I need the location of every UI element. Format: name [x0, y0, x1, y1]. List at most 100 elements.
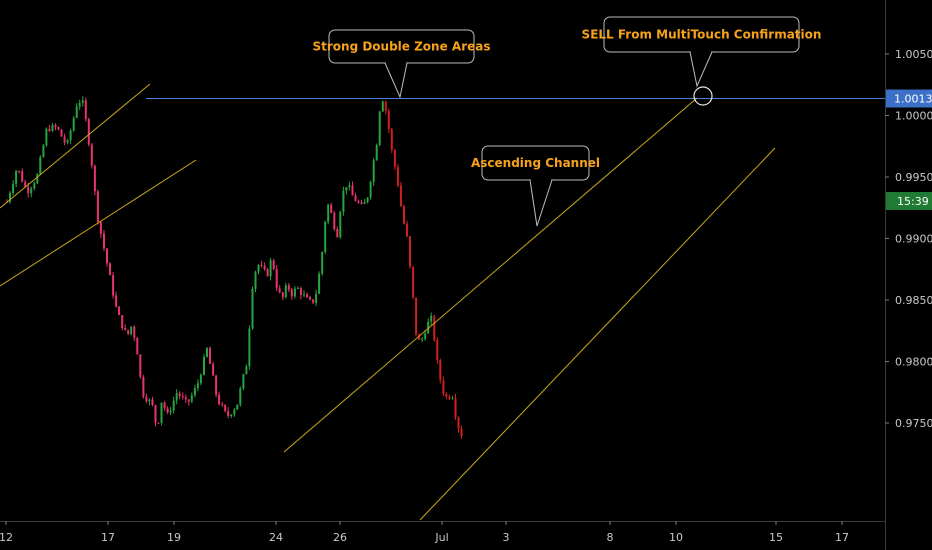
left-channel-upper-line[interactable]: [0, 83, 151, 209]
candle-body: [196, 383, 199, 389]
candle-body: [433, 315, 436, 340]
candle-body: [209, 347, 211, 364]
candle-body: [272, 260, 275, 269]
candle-body: [421, 338, 424, 340]
candle-body: [412, 266, 415, 298]
candle-body: [275, 268, 278, 289]
candle-body: [409, 236, 411, 267]
candle-body: [99, 222, 102, 234]
candle-body: [381, 101, 384, 112]
candle-body: [81, 100, 84, 103]
candle-body: [266, 269, 269, 277]
candle-body: [375, 145, 378, 161]
candle-body: [442, 380, 445, 394]
candle-body: [293, 288, 296, 297]
candle-body: [124, 328, 127, 330]
candle-body: [269, 260, 272, 277]
candle-body: [142, 377, 145, 397]
candle-body: [363, 202, 366, 204]
callout-tail: [384, 62, 408, 99]
candle-body: [230, 414, 233, 416]
candle-body: [145, 396, 148, 402]
candle-body: [239, 388, 242, 405]
candle-body: [48, 128, 51, 131]
callout-strong-double-zone[interactable]: Strong Double Zone Areas: [312, 29, 491, 99]
candle-body: [27, 186, 30, 194]
candle-body: [15, 170, 18, 184]
candle-body: [166, 408, 169, 413]
candle-body: [384, 101, 387, 111]
candle-body: [87, 119, 90, 145]
current-price-badge: 1.00138: [886, 89, 932, 108]
candle-body: [103, 233, 105, 249]
touch-point-circle[interactable]: [693, 86, 713, 106]
candle-body: [66, 140, 69, 143]
candle-body: [357, 201, 360, 203]
candle-body: [281, 292, 284, 298]
time-tick-label: 12: [0, 531, 13, 544]
callout-ascending-channel[interactable]: Ascending Channel: [471, 145, 600, 227]
time-tick-label: 19: [167, 531, 181, 544]
candle-body: [406, 223, 408, 237]
time-tick-label: 8: [607, 531, 614, 544]
time-tick-label: 17: [835, 531, 849, 544]
candle-body: [72, 117, 75, 131]
candle-body: [109, 263, 111, 276]
candle-body: [169, 410, 172, 413]
time-tick-label: 10: [669, 531, 683, 544]
ascending-channel-upper-line[interactable]: [283, 97, 698, 453]
candle-body: [336, 229, 339, 238]
candle-body: [303, 294, 305, 296]
candle-body: [233, 409, 236, 415]
candle-body: [206, 347, 208, 357]
candle-body: [75, 106, 78, 118]
axis-corner: [886, 522, 932, 550]
candle-body: [42, 145, 45, 157]
price-tick-label: 1.00500: [895, 48, 932, 61]
candles-layer: [6, 96, 463, 439]
candle-body: [242, 374, 245, 389]
drawings-layer: Strong Double Zone Areas SELL From MultiT…: [0, 16, 885, 521]
candle-body: [263, 265, 266, 270]
candle-body: [451, 398, 454, 400]
candle-body: [224, 404, 227, 412]
candle-body: [387, 110, 390, 130]
candle-body: [218, 394, 221, 405]
candle-body: [436, 340, 439, 361]
candle-body: [254, 271, 257, 289]
candle-body: [54, 125, 57, 128]
candle-body: [248, 328, 251, 367]
left-channel-lower-line[interactable]: [0, 159, 197, 287]
candle-body: [260, 265, 263, 266]
candle-body: [327, 204, 330, 222]
candle-body: [33, 183, 36, 189]
candle-body: [393, 150, 396, 167]
callout-sell-confirmation[interactable]: SELL From MultiTouch Confirmation: [582, 16, 822, 88]
candle-body: [448, 396, 451, 399]
candle-body: [187, 399, 190, 402]
candle-body: [318, 273, 321, 294]
candle-body: [299, 288, 302, 296]
candle-body: [36, 174, 39, 184]
candle-body: [212, 363, 215, 376]
candle-body: [115, 295, 118, 307]
candle-body: [175, 393, 178, 401]
ascending-channel-lower-line[interactable]: [419, 147, 776, 521]
candle-body: [12, 183, 15, 193]
candle-body: [69, 130, 72, 141]
candle-body: [403, 206, 405, 224]
candle-body: [427, 321, 430, 334]
candle-body: [45, 128, 48, 146]
candle-body: [457, 417, 460, 429]
candle-body: [157, 422, 160, 424]
candle-body: [118, 306, 121, 315]
candle-body: [57, 127, 60, 130]
candle-body: [351, 185, 354, 196]
candle-body: [360, 202, 363, 204]
candle-body: [193, 388, 196, 396]
candle-body: [257, 265, 260, 272]
